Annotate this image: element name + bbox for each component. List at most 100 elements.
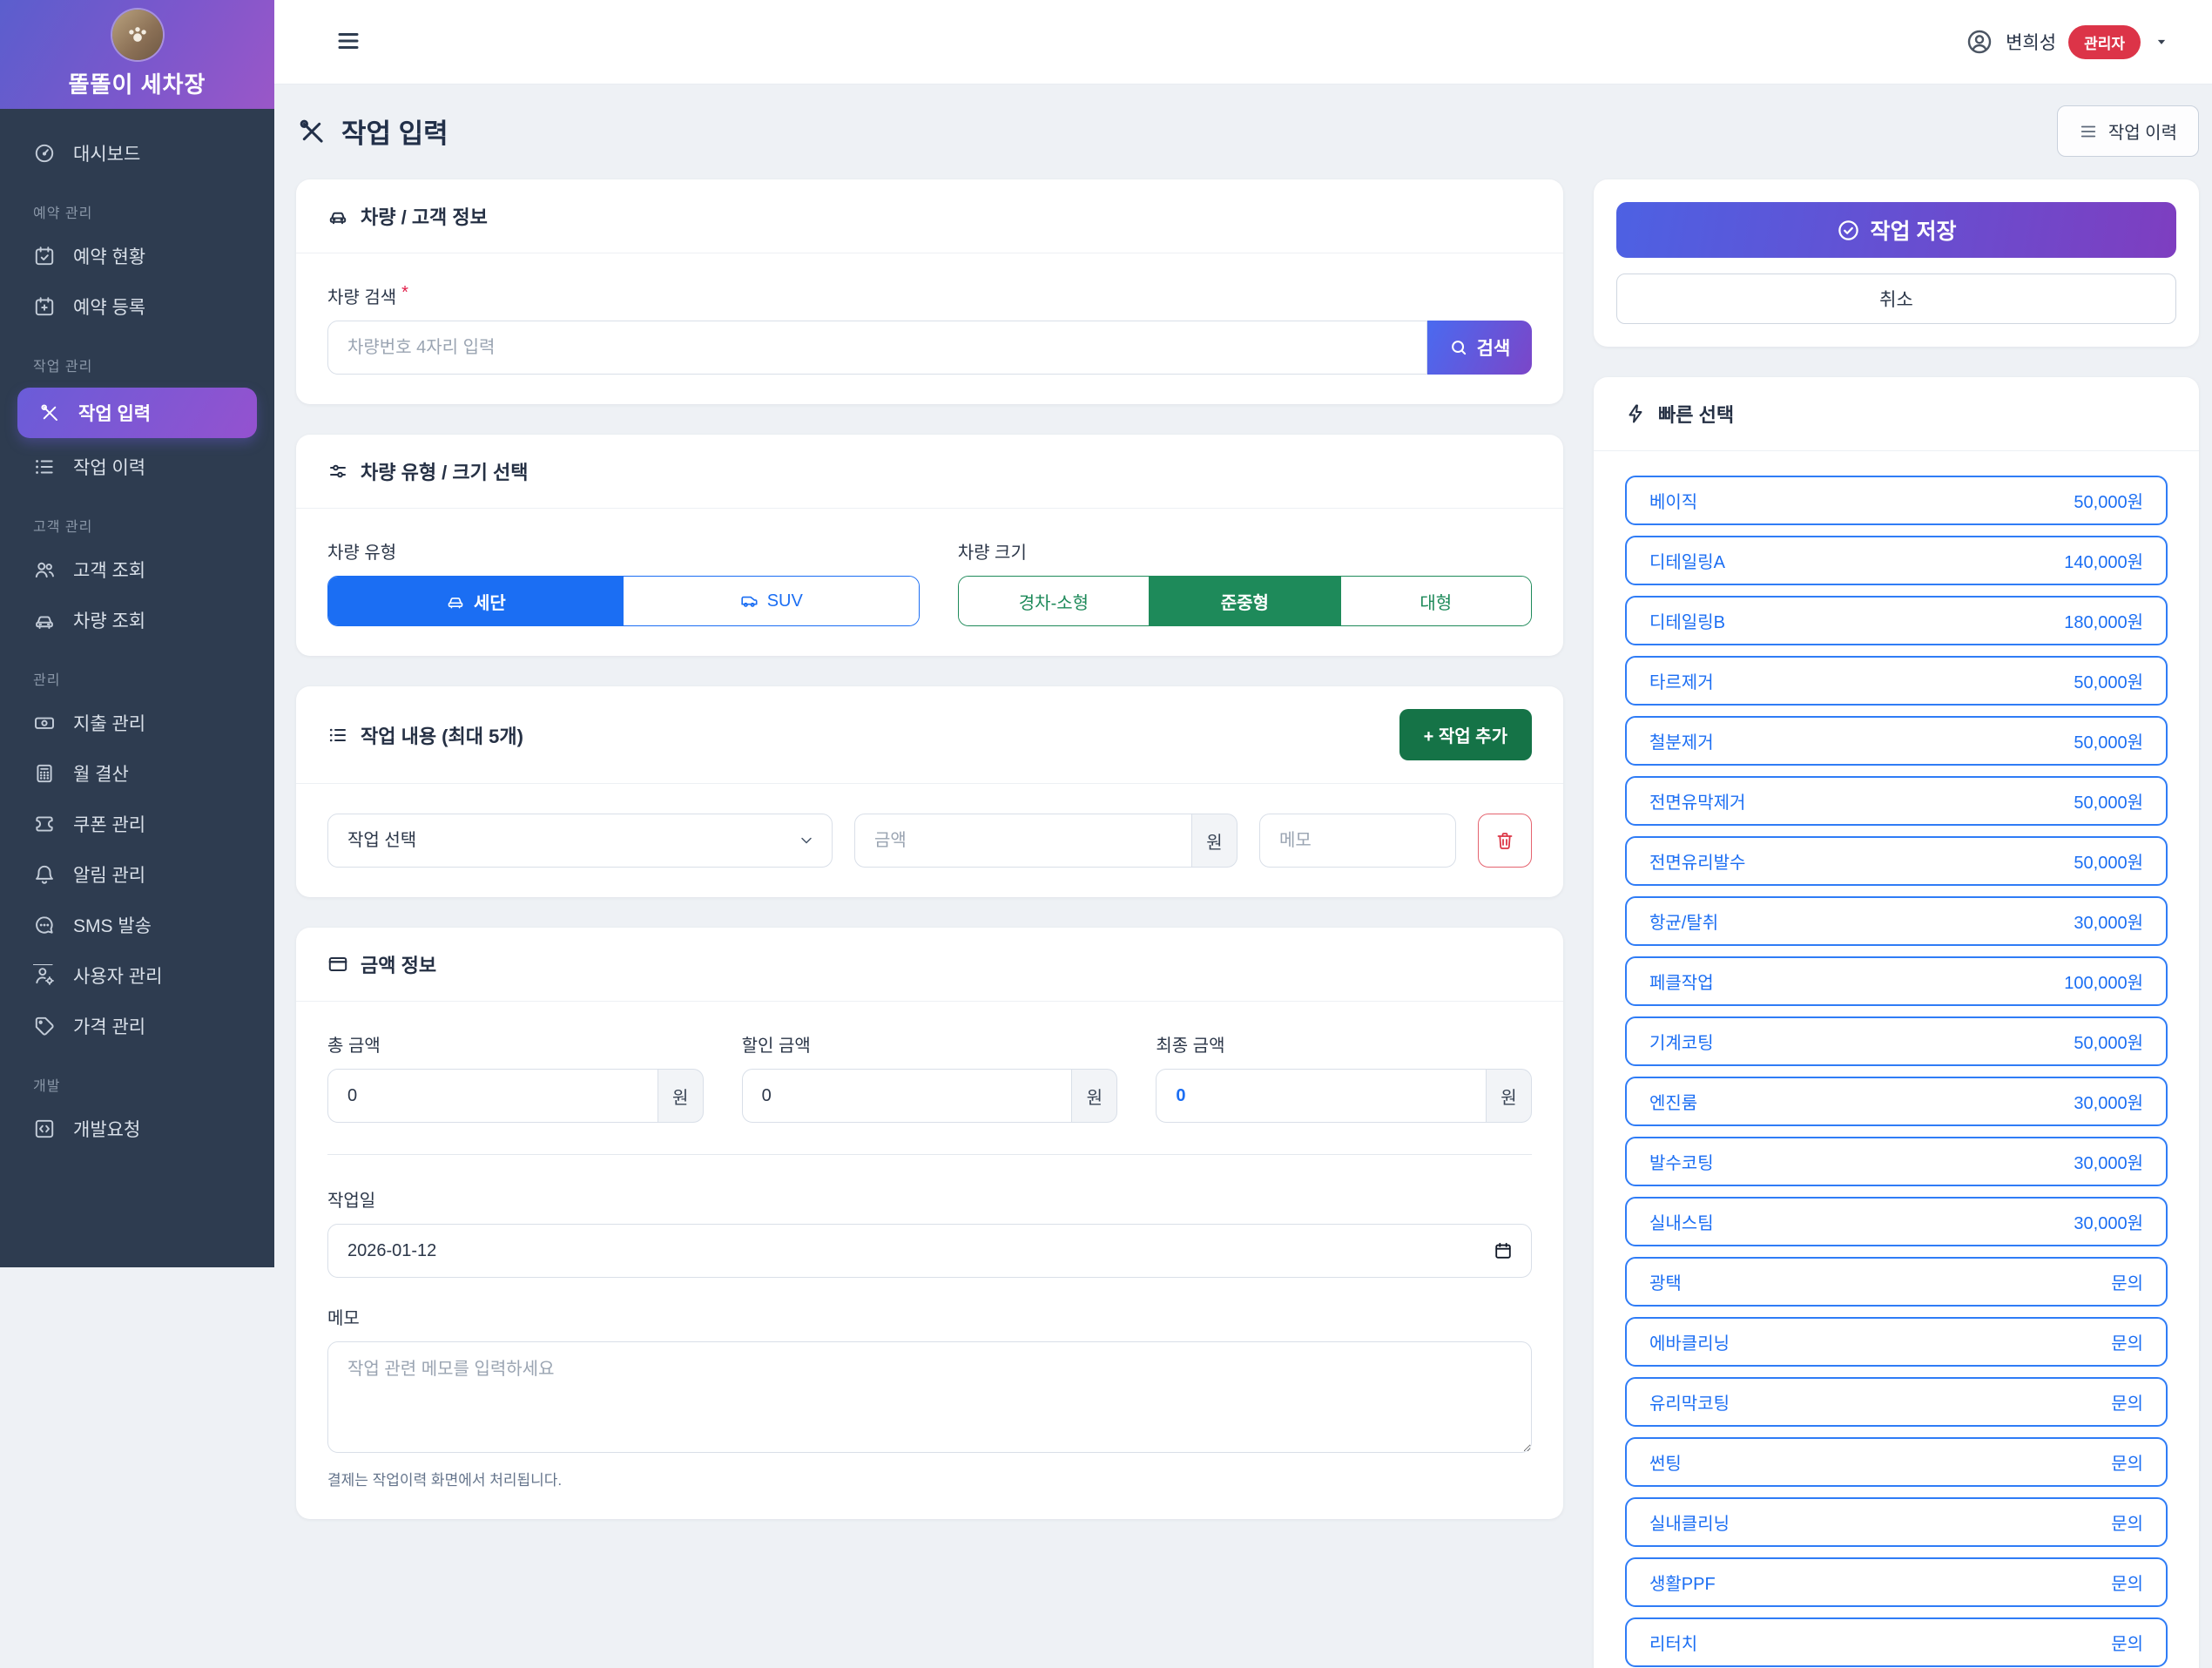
sidebar-item-label: 예약 등록 — [73, 298, 146, 318]
page-title: 작업 입력 — [296, 111, 448, 151]
delete-work-button[interactable] — [1478, 814, 1532, 868]
final-amount-label: 최종 금액 — [1156, 1037, 1225, 1056]
sidebar-item-user-mgmt[interactable]: 사용자 관리 — [0, 950, 274, 1001]
size-option-large[interactable]: 대형 — [1339, 577, 1531, 625]
sidebar-item-vehicle-lookup[interactable]: 차량 조회 — [0, 595, 274, 645]
sidebar-item-customer-lookup[interactable]: 고객 조회 — [0, 544, 274, 595]
chat-icon — [36, 916, 53, 934]
user-menu[interactable]: 변희성 관리자 — [1966, 24, 2170, 59]
code-icon — [35, 1119, 54, 1138]
size-option-mid[interactable]: 준중형 — [1149, 577, 1340, 625]
type-option-sedan[interactable]: 세단 — [328, 577, 624, 625]
sidebar-item-notification[interactable]: 알림 관리 — [0, 849, 274, 900]
quick-item-label: 기계코팅 — [1649, 1034, 1714, 1053]
quick-item-label: 전면유리발수 — [1649, 854, 1746, 873]
vehicle-type-size-card: 차량 유형 / 크기 선택 차량 유형 세단 — [296, 435, 1563, 656]
sidebar-item-reservation-status[interactable]: 예약 현황 — [0, 231, 274, 281]
save-work-button[interactable]: 작업 저장 — [1616, 202, 2176, 258]
calendar-check-icon — [35, 246, 54, 266]
role-badge: 관리자 — [2068, 24, 2141, 59]
sidebar: 똘똘이 세차장 대시보드 예약 관리 예약 현황 예약 등록 작업 관리 작업 … — [0, 0, 274, 1668]
sidebar-item-monthly[interactable]: 월 결산 — [0, 748, 274, 799]
quick-select-item[interactable]: 에바클리닝 문의 — [1625, 1317, 2168, 1367]
user-circle-icon — [1967, 30, 1992, 54]
tag-icon — [35, 1016, 54, 1036]
quick-item-price: 50,000원 — [2074, 493, 2143, 512]
quick-select-list: 베이직 50,000원 디테일링A 140,000원 디테일링B 1 — [1594, 451, 2199, 1668]
total-amount-input[interactable] — [327, 1069, 658, 1123]
sidebar-item-dashboard[interactable]: 대시보드 — [0, 128, 274, 179]
card-title: 작업 내용 (최대 5개) — [361, 725, 523, 747]
sidebar-item-expense[interactable]: 지출 관리 — [0, 698, 274, 748]
work-date-label: 작업일 — [327, 1192, 376, 1211]
quick-select-item[interactable]: 실내클리닝 문의 — [1625, 1497, 2168, 1547]
size-option-small[interactable]: 경차-소형 — [958, 577, 1150, 625]
banknote-icon — [35, 717, 54, 729]
quick-select-item[interactable]: 디테일링B 180,000원 — [1625, 596, 2168, 645]
quick-select-item[interactable]: 타르제거 50,000원 — [1625, 656, 2168, 706]
sidebar-item-label: 지출 관리 — [73, 714, 146, 734]
quick-select-item[interactable]: 철분제거 50,000원 — [1625, 716, 2168, 766]
quick-select-item[interactable]: 전면유리발수 50,000원 — [1625, 836, 2168, 886]
vehicle-search-label: 차량 검색 * — [327, 283, 408, 307]
work-date-input[interactable] — [327, 1224, 1532, 1278]
quick-select-item[interactable]: 실내스팀 30,000원 — [1625, 1197, 2168, 1246]
sidebar-item-sms[interactable]: SMS 발송 — [0, 900, 274, 950]
sidebar-item-reservation-register[interactable]: 예약 등록 — [0, 281, 274, 332]
vehicle-type-segment: 세단 SUV — [327, 576, 920, 626]
work-history-button[interactable]: 작업 이력 — [2056, 105, 2199, 157]
quick-item-price: 30,000원 — [2074, 914, 2143, 933]
amount-input[interactable] — [854, 814, 1192, 868]
quick-item-label: 디테일링A — [1649, 553, 1725, 572]
divider — [327, 1154, 1532, 1155]
list-icon — [329, 728, 346, 741]
sidebar-item-label: 작업 입력 — [78, 404, 152, 424]
quick-item-price: 140,000원 — [2064, 553, 2143, 572]
card-title: 차량 유형 / 크기 선택 — [361, 462, 529, 483]
vehicle-search-input[interactable] — [327, 321, 1427, 375]
sidebar-item-work-input[interactable]: 작업 입력 — [17, 388, 257, 438]
topbar: 변희성 관리자 — [274, 0, 2212, 84]
sliders-icon — [330, 464, 346, 478]
menu-toggle-button[interactable] — [335, 28, 361, 57]
sidebar-item-work-history[interactable]: 작업 이력 — [0, 442, 274, 492]
type-option-suv[interactable]: SUV — [623, 577, 919, 625]
quick-select-item[interactable]: 유리막코팅 문의 — [1625, 1377, 2168, 1427]
quick-select-item[interactable]: 베이직 50,000원 — [1625, 476, 2168, 525]
suv-icon — [741, 596, 758, 607]
add-work-button[interactable]: + 작업 추가 — [1399, 709, 1532, 760]
caret-down-icon — [2157, 39, 2166, 44]
quick-select-item[interactable]: 페클작업 100,000원 — [1625, 956, 2168, 1006]
job-select[interactable]: 작업 선택 — [327, 814, 833, 868]
discount-amount-input[interactable] — [741, 1069, 1073, 1123]
currency-suffix: 원 — [658, 1069, 704, 1123]
quick-select-item[interactable]: 항균/탈취 30,000원 — [1625, 896, 2168, 946]
quick-item-label: 엔진룸 — [1649, 1094, 1698, 1113]
final-amount-input[interactable] — [1156, 1069, 1487, 1123]
car-icon — [448, 598, 463, 609]
memo-label: 메모 — [327, 1309, 360, 1328]
quick-select-item[interactable]: 생활PPF 문의 — [1625, 1557, 2168, 1607]
quick-select-item[interactable]: 기계코팅 50,000원 — [1625, 1016, 2168, 1066]
quick-select-item[interactable]: 리터치 문의 — [1625, 1617, 2168, 1667]
quick-select-item[interactable]: 썬팅 문의 — [1625, 1437, 2168, 1487]
cancel-button[interactable]: 취소 — [1616, 273, 2176, 324]
sidebar-item-price-mgmt[interactable]: 가격 관리 — [0, 1001, 274, 1051]
sidebar-item-coupon[interactable]: 쿠폰 관리 — [0, 799, 274, 849]
card-title: 금액 정보 — [361, 955, 437, 976]
quick-select-item[interactable]: 디테일링A 140,000원 — [1625, 536, 2168, 585]
quick-item-label: 에바클리닝 — [1649, 1334, 1730, 1354]
sidebar-item-label: SMS 발송 — [73, 916, 152, 936]
work-memo-input[interactable] — [1259, 814, 1456, 868]
quick-select-item[interactable]: 발수코팅 30,000원 — [1625, 1137, 2168, 1186]
currency-suffix: 원 — [1072, 1069, 1118, 1123]
quick-select-card: 빠른 선택 베이직 50,000원 디테일링A 140,000원 — [1594, 377, 2199, 1668]
sidebar-item-dev-request[interactable]: 개발요청 — [0, 1104, 274, 1154]
quick-select-item[interactable]: 광택 문의 — [1625, 1257, 2168, 1307]
quick-select-item[interactable]: 전면유막제거 50,000원 — [1625, 776, 2168, 826]
vehicle-search-button[interactable]: 검색 — [1427, 321, 1532, 375]
memo-textarea[interactable] — [327, 1341, 1532, 1453]
quick-select-item[interactable]: 엔진룸 30,000원 — [1625, 1077, 2168, 1126]
check-circle-icon — [1838, 219, 1858, 240]
brand-title: 똘똘이 세차장 — [68, 71, 206, 98]
